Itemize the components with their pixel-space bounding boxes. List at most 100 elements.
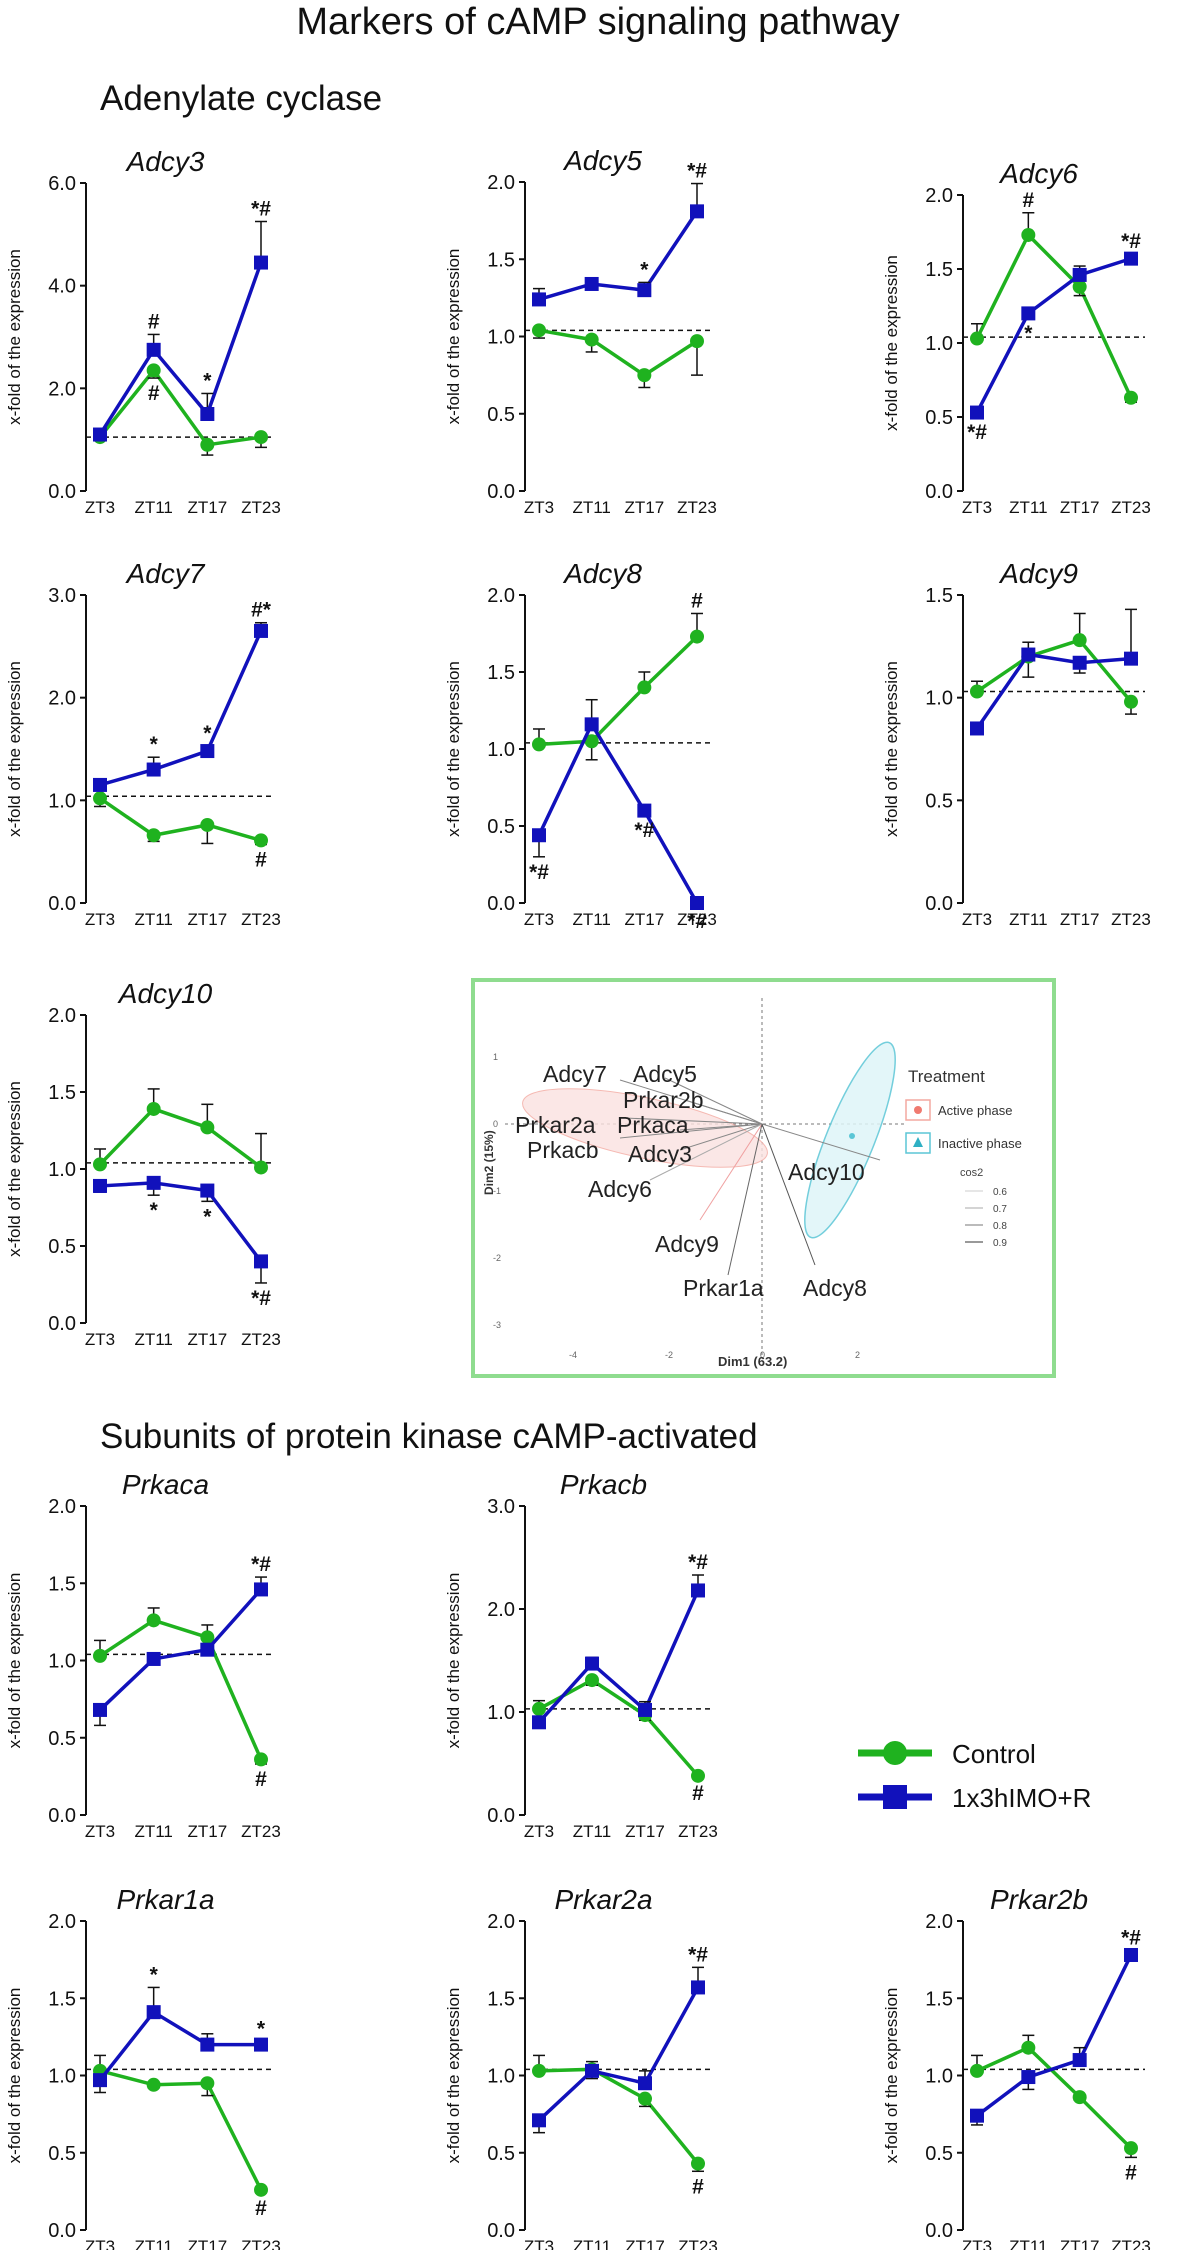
- significance-mark: *#: [687, 910, 707, 933]
- significance-mark: *: [1024, 322, 1033, 345]
- arrow-prkar1a: [727, 1123, 763, 1276]
- y-tick-label: 3.0: [48, 585, 76, 607]
- significance-mark: *#: [688, 1551, 708, 1574]
- x-tick-label: ZT23: [677, 910, 717, 929]
- arrow-adcy6: [649, 1123, 763, 1181]
- control-point: [93, 1648, 107, 1663]
- pca-label-adcy7: Adcy7: [543, 1061, 607, 1087]
- cos2-value-3: 0.8: [993, 1221, 1007, 1232]
- x-tick-label: ZT3: [524, 1822, 554, 1841]
- pca-legend-title: Treatment: [908, 1067, 985, 1086]
- significance-mark: *: [203, 1205, 212, 1228]
- y-tick-label: 2.0: [48, 1496, 76, 1518]
- page-title: Markers of cAMP signaling pathway: [296, 1, 899, 43]
- y-tick-label: 1.0: [487, 327, 515, 349]
- treated-point: [970, 405, 984, 420]
- control-point: [532, 737, 546, 752]
- control-point: [1072, 2090, 1087, 2105]
- significance-mark: *: [640, 258, 649, 281]
- treated-point: [1124, 251, 1138, 266]
- x-tick-label: ZT3: [524, 910, 554, 929]
- y-tick-label: 1.0: [48, 790, 76, 812]
- y-tick-label: 1.0: [487, 2066, 515, 2088]
- treated-point: [93, 1178, 107, 1193]
- y-tick-label: 0.5: [48, 1728, 76, 1750]
- x-tick-label: ZT17: [625, 1822, 665, 1841]
- y-tick-label: 1.5: [48, 1988, 76, 2010]
- y-tick-label: 0.0: [925, 481, 953, 503]
- control-point: [690, 334, 704, 349]
- control-point: [637, 368, 652, 383]
- treated-point: [254, 1254, 268, 1269]
- significance-mark: #: [255, 2197, 267, 2220]
- series-line-control: [538, 635, 699, 747]
- chart-title: Prkar2b: [990, 1884, 1088, 1915]
- y-tick-label: 2.0: [487, 585, 515, 607]
- significance-mark: *#: [529, 861, 549, 884]
- y-tick-label: 0.0: [48, 481, 76, 503]
- series-line-treated: [537, 1986, 700, 2122]
- control-point: [1124, 2141, 1138, 2156]
- inactive-legend-triangle: [913, 1137, 923, 1147]
- pca-ytick-3: -1: [493, 1186, 501, 1196]
- control-point: [200, 2076, 215, 2091]
- treated-point: [532, 828, 546, 843]
- treated-point: [146, 1175, 161, 1190]
- x-tick-label: ZT3: [962, 2237, 992, 2250]
- treated-point: [532, 292, 546, 307]
- y-tick-label: 2.0: [48, 688, 76, 710]
- y-axis-label: x-fold of the expression: [882, 255, 901, 431]
- pca-xtick-3: 0: [760, 1350, 765, 1360]
- y-tick-label: 0.5: [487, 2143, 515, 2165]
- chart-title: Prkaca: [122, 1469, 209, 1500]
- x-tick-label: ZT23: [677, 498, 717, 517]
- x-tick-label: ZT17: [1060, 2237, 1100, 2250]
- control-point: [146, 1613, 161, 1628]
- pca-label-prkar2b: Prkar2b: [623, 1087, 704, 1113]
- treated-point: [200, 407, 215, 421]
- y-tick-label: 2.0: [925, 1911, 953, 1933]
- chart-title: Prkar2a: [554, 1884, 652, 1915]
- x-tick-label: ZT3: [85, 910, 115, 929]
- cos2-title: cos2: [960, 1167, 983, 1179]
- x-tick-label: ZT17: [1060, 910, 1100, 929]
- y-tick-label: 0.5: [925, 790, 953, 812]
- chart-prkar1a: Prkar1a 0.0 0.5 1.0 1.5 2.0 x-fold of the expr…: [5, 1884, 281, 2255]
- treated-point: [146, 1651, 161, 1666]
- chart-adcy9: Adcy9 0.0 0.5 1.0 1.5 x-fold of the expressio…: [882, 558, 1151, 929]
- control-point: [1124, 390, 1138, 405]
- y-tick-label: 2.0: [48, 1005, 76, 1027]
- x-tick-label: ZT17: [187, 1822, 227, 1841]
- x-tick-label: ZT23: [1111, 498, 1151, 517]
- control-point: [146, 2077, 161, 2092]
- series-line-treated: [99, 630, 263, 787]
- chart-title: Adcy9: [998, 558, 1078, 589]
- significance-mark: #: [255, 1768, 267, 1791]
- significance-mark: *#: [251, 1287, 271, 1310]
- y-tick-label: 0.0: [925, 2220, 953, 2242]
- significance-mark: *#: [1121, 1926, 1141, 1949]
- section-title-pka: Subunits of protein kinase cAMP-activate…: [100, 1417, 758, 1456]
- treated-point: [970, 721, 984, 736]
- y-tick-label: 0.5: [48, 2143, 76, 2165]
- series-line-treated: [538, 210, 699, 302]
- y-tick-label: 0.5: [48, 1236, 76, 1258]
- treated-point: [1124, 1947, 1138, 1962]
- y-tick-label: 0.5: [487, 816, 515, 838]
- treated-point: [970, 2108, 984, 2123]
- series-line-control: [99, 796, 262, 843]
- control-point: [970, 2063, 984, 2078]
- chart-adcy7: Adcy7 0.0 1.0 2.0 3.0 x-fold of the expressio…: [5, 558, 281, 929]
- control-point: [1072, 633, 1087, 648]
- treated-point: [200, 744, 215, 759]
- significance-mark: *#: [687, 160, 707, 183]
- control-point: [200, 1120, 215, 1135]
- series-line-control: [976, 638, 1133, 703]
- y-axis-label: x-fold of the expression: [444, 1573, 463, 1749]
- treated-point: [200, 2037, 215, 2052]
- y-tick-label: 1.5: [925, 585, 953, 607]
- control-point: [637, 680, 652, 695]
- x-tick-label: ZT3: [962, 910, 992, 929]
- control-point: [532, 2063, 546, 2078]
